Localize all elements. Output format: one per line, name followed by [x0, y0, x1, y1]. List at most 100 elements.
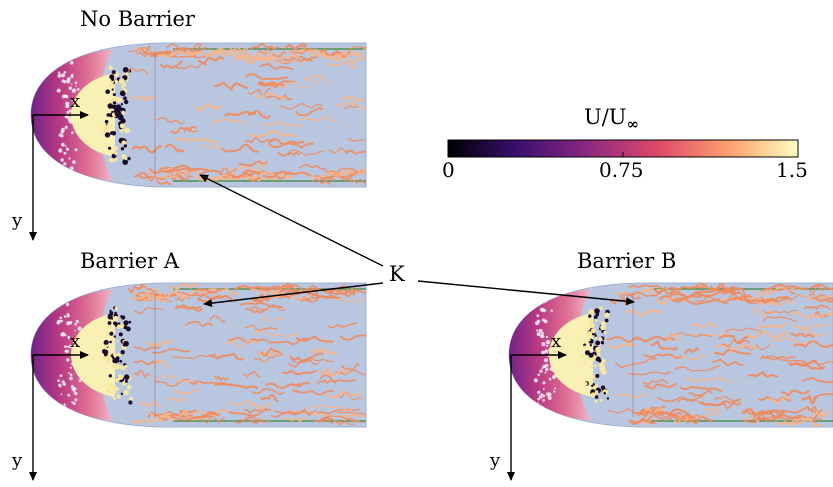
nose-speckle — [59, 171, 62, 174]
nose-speckle — [61, 414, 64, 417]
nose-speckle — [61, 320, 64, 323]
mixing-blob — [594, 364, 597, 367]
nose-speckle — [66, 148, 69, 151]
mixing-blob — [595, 400, 598, 403]
nose-speckle — [540, 308, 544, 312]
nose-speckle — [60, 134, 63, 137]
nose-speckle — [544, 358, 548, 362]
mixing-blob — [108, 383, 112, 387]
nose-speckle — [67, 394, 69, 396]
nose-speckle — [58, 385, 60, 387]
nose-speckle — [62, 79, 65, 82]
mixing-blob — [121, 85, 124, 88]
nose-speckle — [59, 374, 62, 377]
nose-speckle — [66, 303, 69, 306]
mixing-blob — [120, 123, 125, 128]
mixing-blob — [116, 394, 120, 398]
nose-speckle — [64, 71, 67, 74]
nose-speckle — [67, 313, 70, 316]
nose-speckle — [542, 399, 545, 402]
mixing-blob — [112, 70, 116, 74]
nose-speckle — [63, 56, 66, 59]
nose-speckle — [543, 365, 547, 369]
mixing-blob — [587, 331, 592, 336]
mixing-blob — [604, 312, 609, 317]
mixing-blob — [116, 112, 121, 117]
nose-speckle — [75, 85, 77, 87]
nose-speckle — [546, 336, 548, 338]
mixing-blob — [593, 385, 597, 389]
mixing-blob — [595, 335, 597, 337]
mixing-blob — [124, 365, 127, 368]
mixing-blob — [124, 390, 129, 395]
mixing-blob — [124, 128, 130, 134]
nose-speckle — [61, 73, 65, 77]
nose-speckle — [70, 61, 74, 65]
mixing-blob — [603, 331, 606, 334]
mixing-blob — [122, 154, 127, 159]
mixing-blob — [116, 104, 122, 110]
nose-speckle — [65, 102, 69, 106]
nose-speckle — [69, 86, 72, 89]
mixing-blob — [114, 335, 116, 337]
mixing-blob — [109, 332, 113, 336]
nose-speckle — [73, 387, 76, 390]
mixing-blob — [121, 350, 125, 354]
mixing-blob — [129, 397, 133, 401]
nose-speckle — [75, 148, 78, 151]
colorbar-tick-label-1: 0.75 — [599, 160, 644, 180]
mixing-blob — [105, 344, 108, 347]
mixing-blob — [123, 341, 129, 347]
mixing-blob — [601, 359, 606, 364]
nose-speckle — [61, 178, 65, 182]
nose-speckle — [60, 386, 62, 388]
colorbar-label: U/U∞ — [584, 107, 639, 132]
nose-speckle — [65, 350, 68, 353]
mixing-blob — [589, 319, 593, 323]
mixing-blob — [109, 357, 112, 360]
nose-speckle — [534, 378, 538, 382]
mixing-blob — [109, 341, 112, 344]
mixing-blob — [595, 319, 598, 322]
nose-speckle — [72, 160, 76, 164]
mixing-blob — [108, 147, 111, 150]
mixing-blob — [113, 316, 119, 322]
mixing-blob — [588, 309, 594, 315]
mixing-blob — [112, 88, 114, 90]
mixing-blob — [595, 395, 598, 398]
nose-speckle — [544, 320, 548, 324]
flow-panel-no-barrier — [31, 43, 389, 240]
mixing-blob — [591, 392, 596, 397]
nose-speckle — [64, 292, 66, 294]
nose-speckle — [59, 148, 61, 150]
mixing-blob — [584, 346, 586, 348]
nose-speckle — [68, 372, 70, 374]
nose-speckle — [71, 74, 74, 77]
mixing-blob — [121, 103, 123, 105]
mixing-blob — [120, 315, 123, 318]
mixing-blob — [107, 123, 112, 128]
mixing-blob — [108, 321, 112, 325]
nose-speckle — [70, 367, 72, 369]
mixing-blob — [123, 67, 129, 73]
nose-speckle — [64, 94, 67, 97]
colorbar-tick-label-0: 0 — [442, 160, 455, 180]
mixing-blob — [108, 158, 112, 162]
mixing-blob — [119, 360, 122, 363]
nose-speckle — [546, 345, 548, 347]
mixing-blob — [605, 319, 609, 323]
nose-speckle — [65, 126, 68, 129]
mixing-blob — [117, 360, 120, 363]
nose-speckle — [61, 130, 65, 134]
nose-speckle — [537, 332, 541, 336]
nose-speckle — [65, 145, 67, 147]
nose-speckle — [71, 401, 73, 403]
mixing-blob — [106, 361, 110, 365]
nose-speckle — [64, 315, 67, 318]
mixing-blob — [583, 361, 586, 364]
nose-speckle — [537, 288, 541, 292]
nose-speckle — [539, 395, 541, 397]
nose-speckle — [74, 398, 77, 401]
panel-title-barrier-a: Barrier A — [80, 251, 179, 272]
